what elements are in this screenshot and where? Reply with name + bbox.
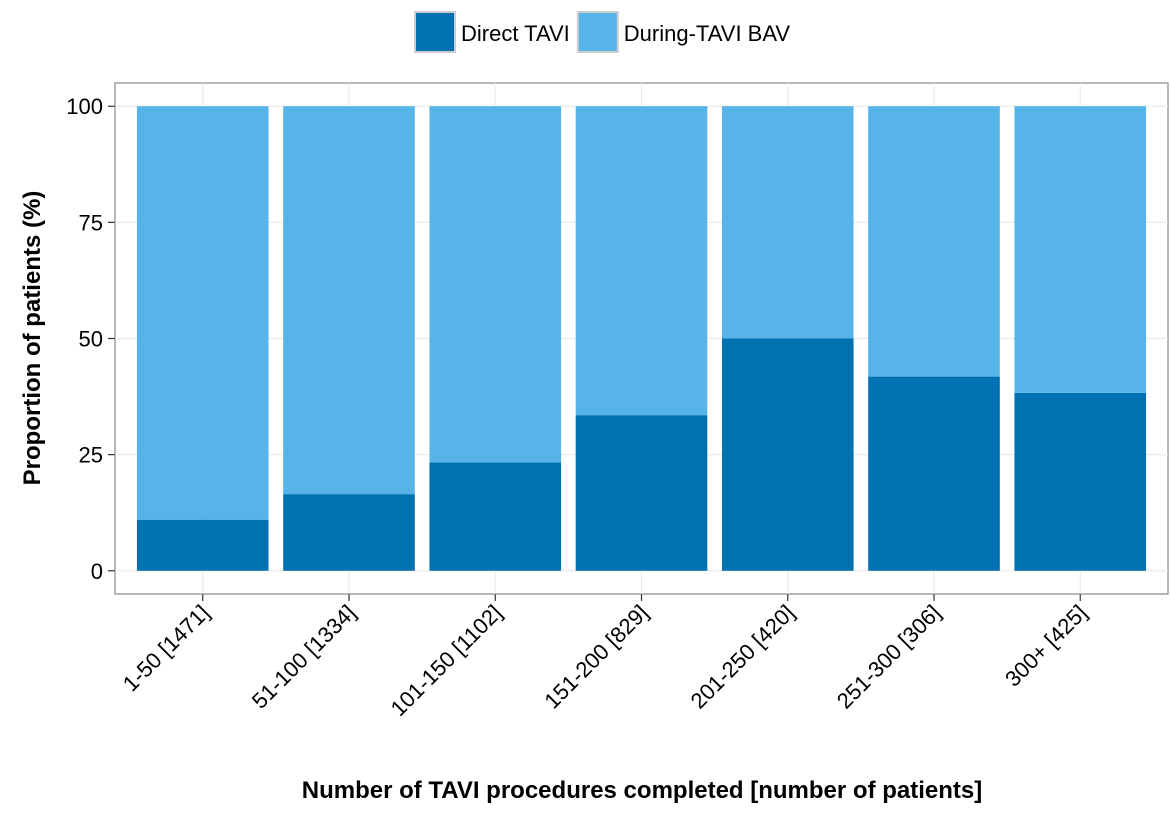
bar-segment <box>136 106 269 520</box>
legend: Direct TAVI During-TAVI BAV <box>414 11 791 53</box>
x-axis-title: Number of TAVI procedures completed [num… <box>302 777 983 804</box>
bar-segment <box>721 106 854 339</box>
bar-segment <box>429 462 562 571</box>
bar-segment <box>868 376 1000 571</box>
bar-segment <box>575 106 708 416</box>
y-tick-label: 50 <box>79 327 103 352</box>
bar-segment <box>283 106 415 495</box>
x-tick-label: 300+ [425] <box>1000 600 1092 692</box>
bar-segment <box>575 415 708 571</box>
y-tick-label: 25 <box>79 443 103 468</box>
y-tick-label: 75 <box>79 210 103 235</box>
bar-segment <box>721 338 854 571</box>
y-axis-title: Proportion of patients (%) <box>19 191 46 486</box>
x-tick-label: 201-250 [420] <box>686 600 800 714</box>
bar-segment <box>868 106 1000 377</box>
x-tick-label: 251-300 [306] <box>832 600 946 714</box>
legend-swatch <box>576 11 619 53</box>
legend-label: Direct TAVI <box>461 21 570 46</box>
x-tick-label: 151-200 [829] <box>539 600 653 714</box>
x-tick-label: 1-50 [1471] <box>118 600 214 696</box>
bar-segment <box>1014 392 1147 571</box>
legend-label: During-TAVI BAV <box>624 21 791 46</box>
x-tick-label: 51-100 [1334] <box>247 600 361 714</box>
y-tick-label: 100 <box>66 94 103 119</box>
bar-segment <box>429 106 562 463</box>
x-tick-label: 101-150 [1102] <box>386 600 507 721</box>
bar-segment <box>283 494 415 571</box>
bar-segment <box>136 519 269 571</box>
legend-swatch <box>414 11 456 53</box>
y-tick-label: 0 <box>91 559 103 584</box>
bar-segment <box>1014 106 1147 393</box>
